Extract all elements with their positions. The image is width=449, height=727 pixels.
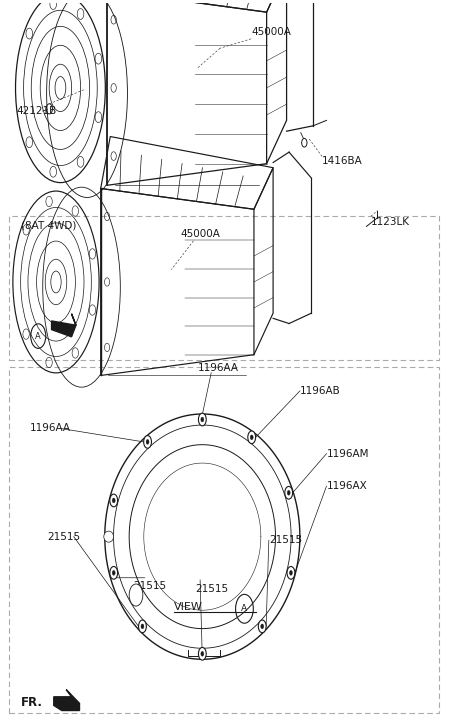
Circle shape [287,566,295,579]
Text: 1196AA: 1196AA [29,423,70,433]
Circle shape [112,571,115,575]
Text: 42121B: 42121B [16,106,56,116]
Circle shape [248,431,255,443]
Ellipse shape [129,584,143,606]
Text: 1196AM: 1196AM [326,449,369,459]
Text: A: A [35,332,41,340]
Text: 1196AB: 1196AB [300,386,341,396]
Text: 45000A: 45000A [180,230,220,239]
Text: 21515: 21515 [47,531,80,542]
Circle shape [258,620,266,632]
Circle shape [110,494,118,507]
Ellipse shape [104,531,114,542]
Circle shape [201,417,204,422]
Text: 1416BA: 1416BA [322,156,363,166]
Polygon shape [52,314,76,337]
Text: 21515: 21515 [269,535,302,545]
Text: 1196AX: 1196AX [326,481,367,491]
Text: A: A [242,604,247,614]
Circle shape [144,435,151,449]
Circle shape [285,486,293,499]
Text: 1196AA: 1196AA [198,363,239,373]
Circle shape [110,566,118,579]
Circle shape [139,620,146,632]
Circle shape [290,571,292,575]
Text: 21515: 21515 [134,582,167,591]
Circle shape [287,491,290,495]
Text: 45000A: 45000A [251,28,291,37]
Circle shape [198,648,206,660]
Circle shape [112,498,115,503]
Text: FR.: FR. [21,696,43,709]
Polygon shape [54,690,79,710]
Text: (8AT 4WD): (8AT 4WD) [21,221,76,230]
Text: 1123LK: 1123LK [371,217,410,227]
Text: 21515: 21515 [196,584,229,593]
Circle shape [250,435,253,440]
Circle shape [201,651,204,656]
Circle shape [261,624,264,629]
Circle shape [146,440,149,444]
Circle shape [198,413,206,426]
Text: VIEW: VIEW [173,603,202,612]
Circle shape [141,624,144,629]
